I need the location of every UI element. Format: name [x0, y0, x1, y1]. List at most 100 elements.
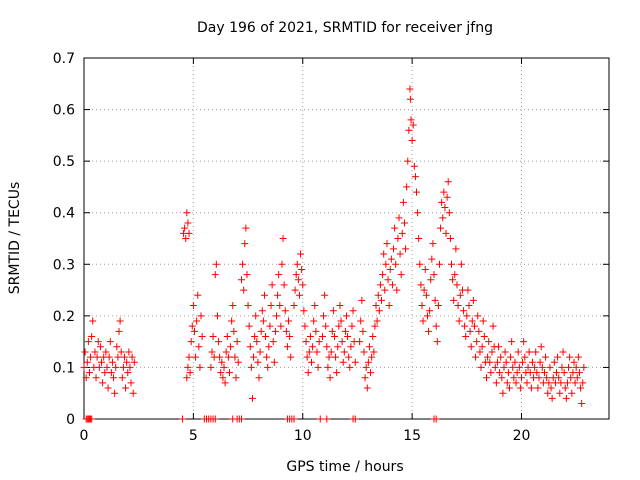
data-point [308, 358, 315, 366]
data-point [227, 343, 235, 351]
data-point [113, 343, 121, 351]
data-point [185, 353, 193, 361]
data-point [452, 245, 460, 253]
data-point [312, 327, 320, 335]
data-point [431, 296, 439, 304]
data-point [241, 240, 249, 248]
data-point [310, 317, 318, 325]
data-point [320, 312, 328, 320]
data-point [442, 229, 450, 237]
data-point [420, 286, 428, 294]
data-point [390, 245, 398, 253]
data-point [239, 260, 247, 268]
data-point [266, 322, 274, 330]
data-point [500, 363, 508, 371]
data-point [392, 260, 400, 268]
data-point [503, 379, 511, 387]
data-point [565, 363, 573, 371]
data-point [547, 384, 555, 392]
data-point [381, 286, 389, 294]
data-point [304, 369, 312, 377]
data-point [286, 332, 294, 340]
data-point [410, 162, 418, 170]
data-point [407, 116, 415, 124]
data-point [385, 302, 393, 310]
data-point [257, 327, 265, 335]
data-point [502, 358, 510, 366]
data-point [194, 291, 202, 299]
data-point [277, 322, 285, 330]
data-point [212, 260, 220, 268]
data-point [193, 317, 201, 325]
data-point [578, 400, 586, 408]
data-point [434, 302, 442, 310]
data-point [414, 209, 422, 217]
data-point [340, 348, 348, 356]
data-point [515, 363, 523, 371]
data-point [466, 327, 474, 335]
data-point [406, 95, 414, 103]
data-point [182, 235, 190, 242]
data-point [394, 235, 402, 242]
data-point [525, 348, 533, 356]
data-point [335, 322, 343, 330]
data-point [207, 363, 215, 371]
data-point [580, 363, 588, 371]
data-point [432, 322, 440, 330]
data-point [112, 363, 120, 371]
data-point [533, 369, 541, 377]
y-tick-label: 0.5 [53, 154, 75, 170]
data-point [501, 348, 509, 356]
data-point [419, 317, 427, 325]
data-point [528, 358, 536, 366]
data-point [351, 358, 359, 366]
data-point [441, 204, 449, 212]
data-point [579, 379, 587, 387]
data-point [573, 374, 581, 382]
data-point [538, 363, 546, 371]
data-point [213, 312, 221, 320]
data-point [568, 389, 576, 397]
data-point [398, 229, 406, 237]
data-point [467, 343, 475, 351]
data-point [106, 338, 114, 346]
data-point [521, 353, 529, 361]
data-point [358, 296, 366, 304]
data-point [275, 271, 283, 279]
data-point [245, 322, 253, 330]
data-point [544, 389, 552, 397]
data-point [360, 348, 368, 356]
data-point [326, 374, 334, 382]
data-point [260, 291, 268, 299]
data-point [347, 343, 355, 351]
data-point [395, 214, 403, 222]
data-point [211, 271, 219, 279]
data-point [256, 348, 264, 356]
data-point [114, 353, 122, 361]
data-point [402, 245, 410, 253]
data-point [531, 363, 539, 371]
data-point [233, 338, 241, 346]
data-point [370, 348, 378, 356]
data-point [396, 250, 404, 258]
data-point [280, 281, 288, 289]
data-point [486, 358, 494, 366]
data-point [88, 415, 96, 423]
data-point [463, 312, 471, 320]
data-point [455, 317, 463, 325]
data-point [128, 353, 136, 361]
data-point [545, 379, 553, 387]
data-point [444, 178, 452, 186]
data-point [542, 353, 550, 361]
data-point [406, 85, 414, 93]
plot-frame [83, 57, 610, 420]
data-point [507, 353, 515, 361]
data-point [474, 312, 482, 320]
data-point [292, 271, 300, 279]
data-point [445, 209, 453, 217]
data-point [457, 260, 465, 268]
data-point [80, 363, 88, 371]
data-point [294, 276, 302, 284]
data-point [282, 327, 290, 335]
data-point [315, 338, 323, 346]
